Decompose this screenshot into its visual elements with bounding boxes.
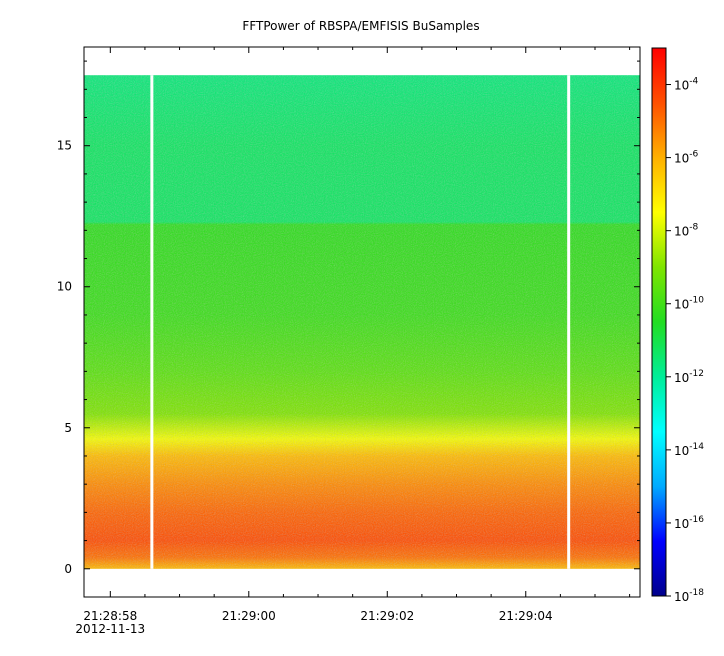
y-tick-label: 10 xyxy=(57,280,72,294)
colorbar-tick-label: 10-4 xyxy=(674,77,699,93)
x-tick-label: 21:28:58 xyxy=(83,609,137,623)
colorbar: 10-4 10-6 10-8 10-10 10-12 10-14 10-16 10-18 xyxy=(651,47,704,604)
plot-frame xyxy=(83,46,641,598)
colorbar-tick-label: 10-8 xyxy=(674,223,699,239)
y-tick-label: 0 xyxy=(64,562,72,576)
y-tick-label: 5 xyxy=(64,421,72,435)
data-gap xyxy=(150,75,154,569)
x-tick-label: 21:29:04 xyxy=(499,609,553,623)
colorbar-tick-label: 10-18 xyxy=(674,588,704,604)
colorbar-tick-label: 10-16 xyxy=(674,515,704,531)
colorbar-gradient xyxy=(651,47,667,597)
data-gap xyxy=(567,75,571,569)
chart-title: FFTPower of RBSPA/EMFISIS BuSamples xyxy=(242,19,479,33)
colorbar-tick-label: 10-6 xyxy=(674,150,699,166)
x-tick-label: 21:29:00 xyxy=(222,609,276,623)
colorbar-tick-label: 10-10 xyxy=(674,296,704,312)
colorbar-tick-label: 10-12 xyxy=(674,369,704,385)
x-tick-sublabel: 2012-11-13 xyxy=(75,622,145,636)
y-axis: 0 5 10 15 xyxy=(57,60,640,576)
x-tick-label: 21:29:02 xyxy=(360,609,414,623)
colorbar-tick-label: 10-14 xyxy=(674,442,704,458)
spectrogram-noise-texture xyxy=(84,75,640,569)
y-tick-label: 15 xyxy=(57,139,72,153)
